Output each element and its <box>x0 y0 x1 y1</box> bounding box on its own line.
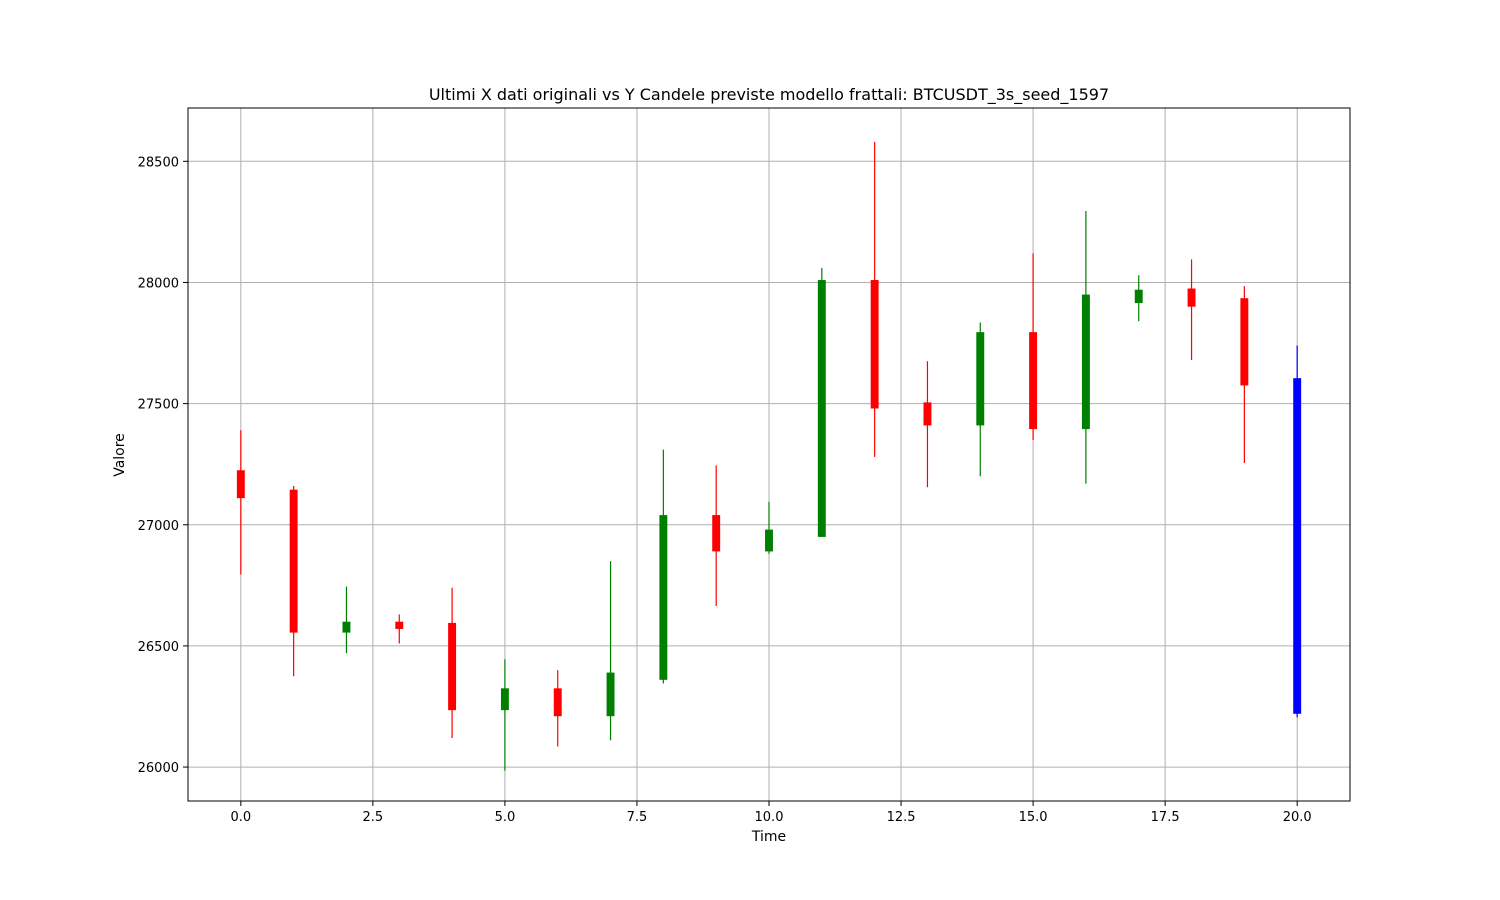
candle-body <box>923 402 932 426</box>
y-tick-label: 28500 <box>138 155 179 170</box>
predicted-candle <box>1293 345 1302 718</box>
candle-body <box>1293 378 1302 714</box>
x-tick-label: 10.0 <box>755 810 784 825</box>
candle <box>1134 275 1143 322</box>
x-tick-label: 17.5 <box>1151 810 1180 825</box>
candle <box>1081 210 1090 484</box>
candle <box>606 561 615 741</box>
candle <box>1029 253 1038 440</box>
candle <box>712 465 721 606</box>
candle-body <box>1187 288 1196 307</box>
candle-body <box>500 688 509 711</box>
axis-ticks: 0.0 2.5 5.0 7.5 10.0 12.5 15.0 17.5 20.0 26000 265… <box>138 155 1312 825</box>
candle-body <box>870 280 879 409</box>
y-tick-label: 27000 <box>138 519 179 534</box>
candle <box>923 361 932 488</box>
candle-body <box>395 621 404 629</box>
candle-body <box>606 672 615 717</box>
candle-body <box>342 621 351 633</box>
candle <box>342 586 351 654</box>
candle <box>1187 259 1196 360</box>
candle <box>289 486 298 677</box>
candle <box>553 670 562 747</box>
candle-body <box>659 515 668 680</box>
candle <box>1240 286 1249 463</box>
candle-body <box>1081 294 1090 430</box>
candle-body <box>817 280 826 537</box>
candle-body <box>236 470 245 499</box>
x-tick-label: 7.5 <box>627 810 648 825</box>
candles <box>236 141 1302 771</box>
y-axis-label: Valore <box>112 433 128 477</box>
candle-body <box>1240 298 1249 386</box>
candle-body <box>448 622 457 711</box>
candle <box>976 322 985 477</box>
y-tick-label: 26500 <box>138 640 179 655</box>
x-axis-label: Time <box>751 829 786 845</box>
x-tick-label: 5.0 <box>495 810 516 825</box>
candle-body <box>712 515 721 552</box>
y-tick-label: 28000 <box>138 276 179 291</box>
candle <box>500 659 509 771</box>
candle-body <box>1134 289 1143 304</box>
candle-body <box>1029 332 1038 430</box>
x-tick-label: 0.0 <box>230 810 251 825</box>
candle <box>236 430 245 575</box>
candle <box>448 587 457 738</box>
candle-body <box>976 332 985 426</box>
y-tick-label: 26000 <box>138 761 179 776</box>
y-tick-label: 27500 <box>138 398 179 413</box>
x-tick-label: 12.5 <box>887 810 916 825</box>
candle-body <box>765 529 773 552</box>
candle-body <box>553 688 562 717</box>
candle <box>817 267 826 537</box>
chart-title: Ultimi X dati originali vs Y Candele pre… <box>429 85 1109 105</box>
candle <box>659 449 668 684</box>
candle-body <box>289 489 298 633</box>
candle <box>870 141 879 457</box>
candle <box>395 614 404 644</box>
x-tick-label: 2.5 <box>363 810 384 825</box>
candle <box>765 501 773 554</box>
x-tick-label: 15.0 <box>1019 810 1048 825</box>
x-tick-label: 20.0 <box>1283 810 1312 825</box>
